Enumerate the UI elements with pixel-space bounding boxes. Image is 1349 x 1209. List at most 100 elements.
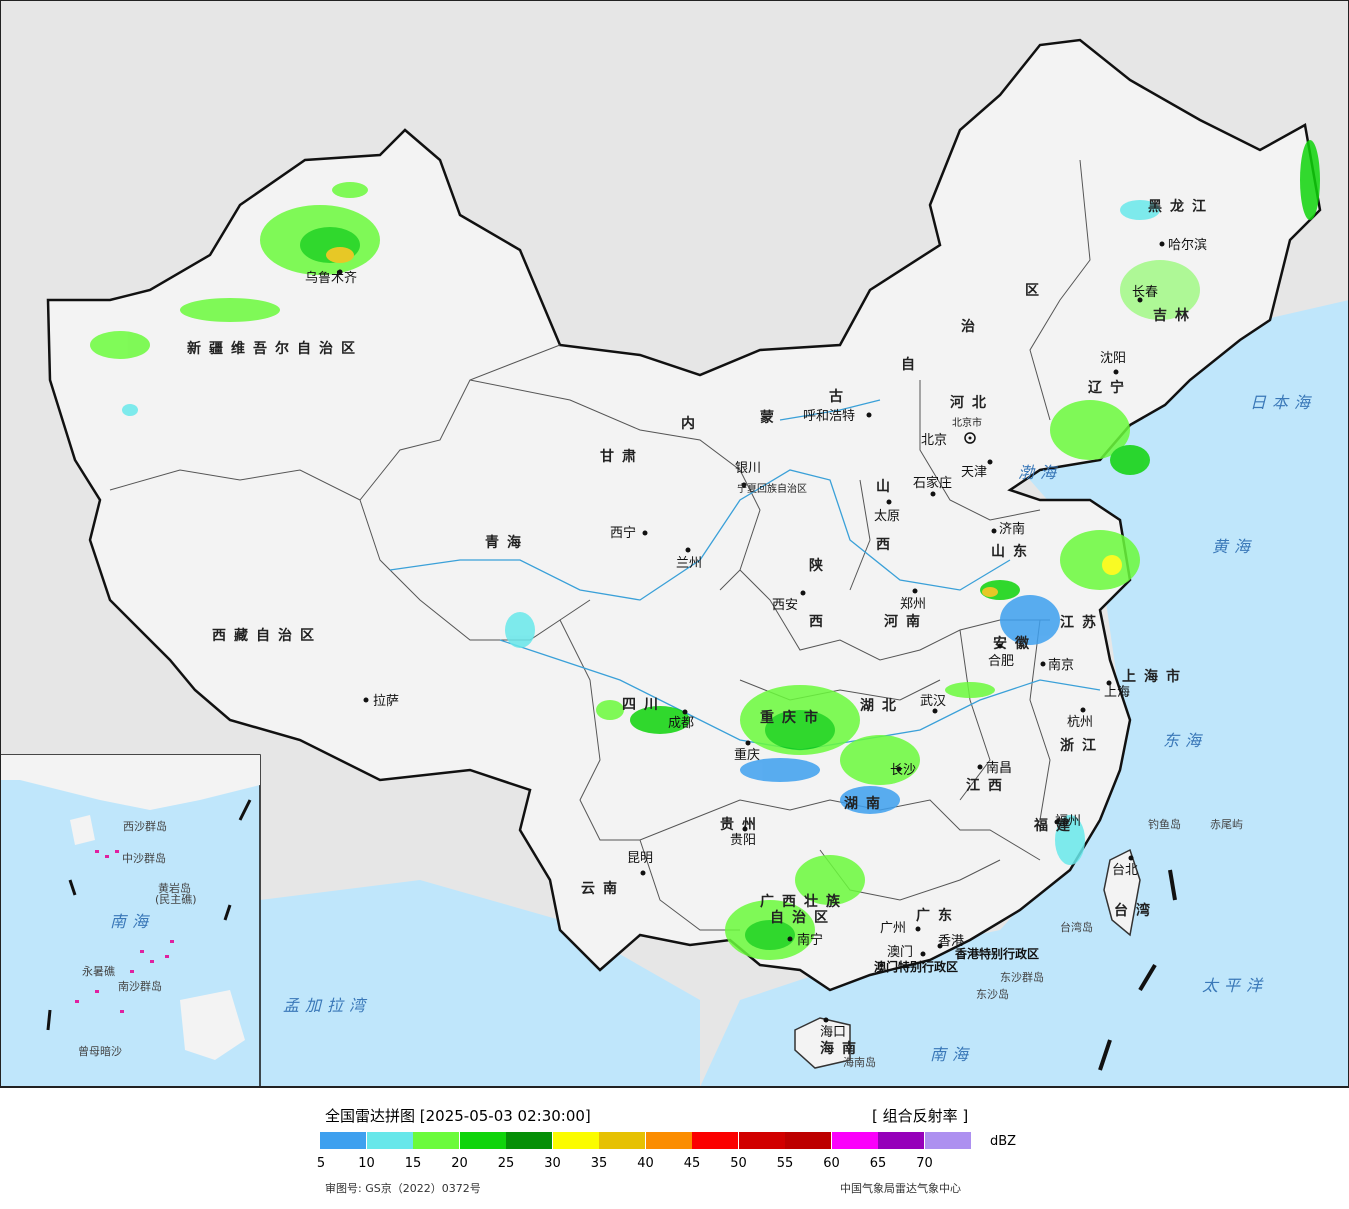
svg-text:北京: 北京 bbox=[921, 433, 947, 448]
city-harbin: 哈尔滨 bbox=[1159, 237, 1207, 253]
inset-zengmu: 曾母暗沙 bbox=[78, 1044, 122, 1058]
svg-text:南昌: 南昌 bbox=[986, 760, 1012, 776]
region-shanxi-1: 山 bbox=[876, 479, 898, 495]
city-hangzhou: 杭州 bbox=[1067, 707, 1093, 730]
boundary-dashes bbox=[1098, 869, 1177, 1071]
svg-text:兰州: 兰州 bbox=[676, 556, 702, 571]
sea-east: 东海 bbox=[1163, 731, 1207, 750]
city-guangzhou: 广州 bbox=[880, 921, 921, 936]
label-mo-sar: 澳门特别行政区 bbox=[874, 959, 958, 974]
city-haikou: 海口 bbox=[820, 1017, 846, 1040]
city-beijing: 北京 bbox=[921, 432, 976, 448]
svg-text:长春: 长春 bbox=[1132, 285, 1158, 300]
colorbar-swatch bbox=[552, 1132, 599, 1149]
svg-text:香港: 香港 bbox=[938, 934, 964, 949]
svg-text:海口: 海口 bbox=[820, 1025, 846, 1040]
legend-panel: 全国雷达拼图 [2025-05-03 02:30:00] [ 组合反射率 ] d… bbox=[0, 1087, 1349, 1209]
svg-text:昆明: 昆明 bbox=[627, 851, 653, 866]
inset-xisha: 西沙群岛 bbox=[123, 819, 167, 833]
svg-text:南宁: 南宁 bbox=[797, 932, 823, 948]
city-shijiazhuang: 石家庄 bbox=[913, 475, 952, 497]
region-hainan: 海南 bbox=[820, 1040, 864, 1057]
city-hohhot: 呼和浩特 bbox=[803, 409, 872, 424]
region-qinghai: 青海 bbox=[485, 534, 529, 551]
region-jiangsu: 江苏 bbox=[1060, 614, 1104, 631]
sea-south: 南海 bbox=[930, 1045, 974, 1064]
colorbar-tick: 25 bbox=[497, 1156, 515, 1171]
region-henan: 河南 bbox=[884, 613, 928, 630]
svg-text:西安: 西安 bbox=[772, 598, 798, 613]
island-diaoyu: 钓鱼岛 bbox=[1148, 817, 1181, 831]
colorbar-swatch bbox=[831, 1132, 878, 1149]
radar-map: 新疆维吾尔自治区 西藏自治区 青海 甘肃 内 蒙 古 自 治 区 黑龙江 吉林 … bbox=[0, 0, 1349, 1087]
city-zhengzhou: 郑州 bbox=[900, 588, 926, 612]
sea-japan: 日本海 bbox=[1250, 393, 1316, 412]
label-hk-sar: 香港特别行政区 bbox=[954, 946, 1039, 961]
approval-number: 审图号: GS京（2022）0372号 bbox=[325, 1182, 481, 1195]
city-lanzhou: 兰州 bbox=[676, 547, 702, 571]
region-neimenggu-5: 治 bbox=[961, 318, 983, 335]
province-borders bbox=[109, 159, 1091, 931]
inset-nansha: 南沙群岛 bbox=[118, 979, 162, 993]
svg-text:西宁: 西宁 bbox=[610, 525, 636, 541]
colorbar-swatch bbox=[320, 1132, 366, 1149]
svg-text:广州: 广州 bbox=[880, 921, 906, 936]
inset-sea: 南海 bbox=[110, 912, 154, 931]
colorbar-swatch bbox=[645, 1132, 692, 1149]
region-taiwan: 台湾 bbox=[1114, 902, 1158, 919]
region-guangxi-2: 自治区 bbox=[770, 909, 836, 926]
svg-text:沈阳: 沈阳 bbox=[1100, 351, 1126, 366]
svg-text:武汉: 武汉 bbox=[920, 694, 946, 709]
colorbar-tick: 65 bbox=[869, 1156, 887, 1171]
svg-text:银川: 银川 bbox=[735, 461, 761, 476]
region-neimenggu-2: 蒙 bbox=[760, 409, 782, 426]
region-yunnan: 云南 bbox=[581, 880, 625, 897]
svg-text:重庆: 重庆 bbox=[734, 747, 760, 763]
svg-text:福州: 福州 bbox=[1055, 814, 1081, 829]
colorbar-swatch bbox=[692, 1132, 738, 1149]
region-guangdong: 广东 bbox=[916, 907, 960, 924]
city-fuzhou: 福州 bbox=[1054, 814, 1081, 829]
island-chiwei: 赤尾屿 bbox=[1210, 818, 1243, 831]
region-hunan: 湖南 bbox=[844, 795, 888, 812]
city-xian: 西安 bbox=[772, 590, 806, 613]
region-fujian: 福建 bbox=[1033, 817, 1078, 834]
south-sea-inset: 西沙群岛 中沙群岛 黄岩岛 (民主礁) 南沙群岛 永暑礁 曾母暗沙 南海 bbox=[0, 754, 261, 1087]
svg-text:哈尔滨: 哈尔滨 bbox=[1168, 237, 1207, 253]
colorbar-swatch bbox=[599, 1132, 645, 1149]
svg-text:天津: 天津 bbox=[961, 465, 987, 480]
region-neimenggu-4: 自 bbox=[901, 356, 923, 373]
region-liaoning: 辽宁 bbox=[1088, 379, 1132, 396]
colorbar-swatch bbox=[506, 1132, 552, 1149]
region-anhui: 安徽 bbox=[993, 635, 1037, 652]
region-hebei: 河北 bbox=[950, 394, 994, 411]
region-heilongjiang: 黑龙江 bbox=[1148, 198, 1214, 215]
colorbar-tick: 30 bbox=[544, 1156, 561, 1171]
colorbar-tick: 40 bbox=[637, 1156, 654, 1171]
svg-text:成都: 成都 bbox=[668, 716, 694, 731]
city-hongkong: 香港 bbox=[937, 934, 964, 949]
colorbar-tick: 50 bbox=[730, 1156, 747, 1171]
city-macau: 澳门 bbox=[887, 944, 926, 960]
island-dongsha-dao: 东沙岛 bbox=[976, 987, 1009, 1001]
city-lhasa: 拉萨 bbox=[363, 694, 399, 709]
product-name: [ 组合反射率 ] bbox=[872, 1107, 969, 1125]
region-zhejiang: 浙江 bbox=[1060, 737, 1104, 754]
small-labels: 北京市 宁夏回族自治区 bbox=[737, 416, 982, 495]
svg-text:长沙: 长沙 bbox=[890, 763, 916, 778]
colorbar-swatch bbox=[413, 1132, 459, 1149]
colorbar-tick: 60 bbox=[823, 1156, 840, 1171]
region-jilin: 吉林 bbox=[1153, 307, 1197, 324]
city-jinan: 济南 bbox=[991, 521, 1025, 537]
island-taiwan: 台湾岛 bbox=[1060, 920, 1093, 934]
sea-bohai: 渤海 bbox=[1018, 463, 1062, 482]
city-changsha: 长沙 bbox=[890, 763, 916, 778]
svg-text:石家庄: 石家庄 bbox=[913, 475, 952, 491]
colorbar-swatch bbox=[878, 1132, 924, 1149]
map-title: 全国雷达拼图 [2025-05-03 02:30:00] bbox=[325, 1107, 591, 1125]
island-hainan: 海南岛 bbox=[843, 1055, 876, 1069]
svg-text:郑州: 郑州 bbox=[900, 597, 926, 612]
region-shaanxi-1: 陕 bbox=[809, 557, 831, 574]
producer-label: 中国气象局雷达气象中心 bbox=[840, 1182, 961, 1195]
inset-huangyan-2: (民主礁) bbox=[155, 892, 197, 906]
